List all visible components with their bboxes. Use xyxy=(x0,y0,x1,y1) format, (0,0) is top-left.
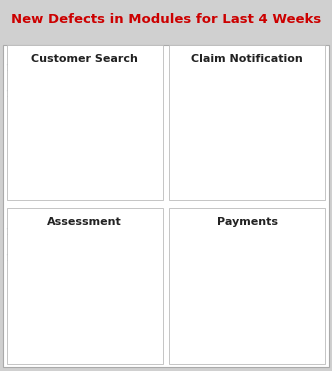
Bar xyxy=(63,94,84,172)
Text: Claim Notification: Claim Notification xyxy=(192,54,303,64)
Bar xyxy=(128,86,149,172)
Bar xyxy=(258,156,280,172)
Bar xyxy=(291,162,312,172)
Text: Payments: Payments xyxy=(217,217,278,227)
Bar xyxy=(258,298,280,335)
Bar xyxy=(63,313,84,335)
Bar xyxy=(194,308,215,335)
Bar xyxy=(31,107,52,172)
Bar xyxy=(96,89,117,172)
Text: Assessment: Assessment xyxy=(47,217,122,227)
Text: New Defects in Modules for Last 4 Weeks: New Defects in Modules for Last 4 Weeks xyxy=(11,13,321,26)
Bar xyxy=(96,313,117,335)
Bar xyxy=(226,110,247,172)
Bar xyxy=(291,332,312,335)
Bar xyxy=(194,115,215,172)
Bar xyxy=(31,313,52,335)
Bar xyxy=(226,303,247,335)
Bar xyxy=(128,313,149,335)
Text: Customer Search: Customer Search xyxy=(31,54,138,64)
